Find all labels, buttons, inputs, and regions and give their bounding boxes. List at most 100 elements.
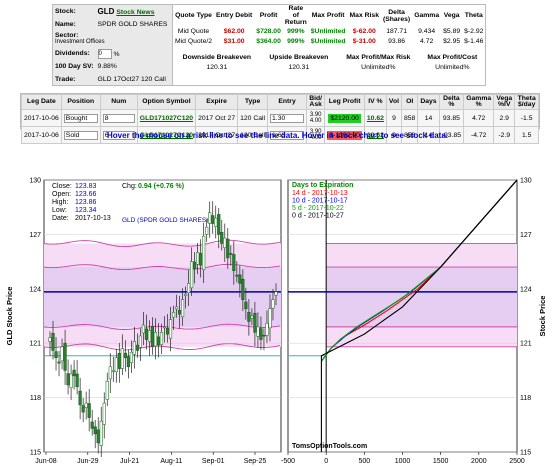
stock-info-panel: Stock: GLD Stock News Name: SPDR GOLD SH…	[52, 4, 174, 86]
dividends-input[interactable]: 0	[97, 48, 112, 59]
candle-body	[238, 274, 242, 284]
quote-cell: 999%	[287, 27, 305, 35]
quote-header: Vega	[443, 12, 460, 19]
leg-iv-link[interactable]: 10.62	[363, 126, 387, 144]
candle	[250, 308, 254, 326]
candle	[226, 228, 230, 269]
quote-cell: $Unlimited	[310, 27, 346, 35]
candle	[69, 364, 73, 401]
candle-body	[72, 369, 76, 377]
candle-body	[105, 380, 109, 400]
candle	[150, 317, 155, 355]
candle-body	[229, 253, 233, 255]
candle	[238, 265, 242, 298]
leg-header: Leg Profit	[324, 94, 365, 110]
candle	[247, 299, 251, 336]
candle-body	[87, 403, 91, 418]
leg-header: IV %	[363, 94, 387, 110]
ohlc-value: 123.34	[75, 207, 97, 214]
candle-body	[220, 231, 224, 244]
leg-theta: -1.5	[514, 109, 539, 127]
leg-entry-input[interactable]: 1.63	[270, 130, 305, 140]
risk-line	[320, 179, 518, 452]
candle-body	[69, 373, 73, 389]
candle	[120, 334, 124, 376]
leg-num-input[interactable]: 6	[102, 130, 135, 140]
candle	[187, 270, 191, 306]
right-y-tick: 115	[520, 450, 531, 457]
candle-body	[244, 301, 248, 310]
candle	[162, 316, 167, 343]
left-y-tick: 115	[30, 450, 41, 457]
change-label: Chg:	[122, 183, 137, 190]
candle-body	[153, 332, 158, 347]
candle-body	[102, 402, 106, 425]
ohlc-value: 123.86	[75, 199, 97, 206]
candle-body	[96, 429, 100, 444]
candle-body	[171, 312, 176, 318]
leg-iv-link[interactable]: 10.62	[363, 109, 387, 127]
legend-entry: 0 d - 2017-10-27	[292, 213, 344, 220]
candle	[105, 372, 109, 407]
candle	[48, 331, 52, 356]
candle	[123, 340, 127, 372]
stock-price-chart[interactable]: 115 118 121 124 127 130 Jun-08 Jun-29 Jul-21 Aug-…	[5, 178, 282, 466]
risk-graph[interactable]: 115 118 121 124 127 130 -500 0 500 1000 1500 2000 25…	[281, 178, 547, 466]
candle-body	[174, 306, 179, 310]
quote-header: Gamma	[414, 12, 440, 19]
leg-position-select[interactable]: Sold	[63, 130, 98, 140]
candle-body	[235, 274, 239, 277]
candle	[274, 283, 278, 306]
candle-body	[208, 212, 212, 224]
quote-cell: $-31.00	[352, 37, 376, 45]
candle	[144, 314, 149, 350]
candle	[196, 243, 200, 275]
breakeven-header: Upside Breakeven	[269, 53, 329, 61]
leg-profit: $-1392.00	[327, 130, 362, 140]
stock-news-link[interactable]: Stock News	[116, 9, 155, 16]
candle	[235, 261, 239, 283]
leg-entry-input[interactable]: 1.30	[270, 113, 305, 123]
leg-delta: 93.85	[438, 109, 465, 127]
leg-profit: $2120.00	[328, 113, 361, 123]
candle	[268, 294, 272, 342]
breakeven-value: 120.31	[206, 63, 228, 71]
candle	[199, 239, 203, 278]
ohlc-value: 2017-10-13	[75, 215, 111, 222]
candle	[141, 312, 146, 346]
candle	[259, 316, 263, 350]
leg-bid: 3.90	[309, 112, 322, 118]
left-x-tick: Sep-25	[244, 458, 267, 465]
legs-panel: Leg Date Position Num Option Symbol Expi…	[20, 93, 540, 144]
leg-type: 120 Call	[237, 126, 269, 144]
right-y-label: Stock Price	[538, 296, 547, 337]
candle-body	[132, 341, 136, 355]
right-y-tick: 127	[520, 232, 532, 239]
candle-body	[168, 319, 173, 339]
leg-row: 2017-10-06 Bought 8 GLD171027C120 2017 O…	[21, 109, 539, 127]
leg-option-symbol[interactable]: GLD171027C120	[136, 126, 197, 144]
candle	[265, 310, 269, 343]
left-x-tick: Jun-29	[77, 458, 99, 465]
leg-num-input[interactable]: 8	[102, 113, 135, 123]
candle	[111, 356, 115, 383]
left-x-tick: Sep-01	[202, 458, 225, 465]
quote-cell: $62.00	[223, 27, 245, 35]
candle-body	[177, 310, 182, 315]
quote-header: Rate of Return	[284, 5, 307, 26]
quote-cell: $-1.46	[464, 37, 484, 45]
candle	[78, 377, 82, 420]
quote-cell: $364.00	[256, 37, 281, 45]
stock-label: Stock:	[55, 8, 76, 15]
dividends-unit: %	[113, 50, 120, 58]
candle	[180, 288, 185, 326]
leg-position-select[interactable]: Bought	[63, 113, 98, 123]
candle-body	[90, 421, 94, 429]
leg-type: 120 Call	[237, 109, 269, 127]
leg-option-symbol[interactable]: GLD171027C120	[136, 109, 197, 127]
left-x-tick: Aug-11	[160, 458, 182, 465]
left-y-label: GLD Stock Price	[5, 287, 14, 346]
candle	[211, 201, 215, 234]
candle-body	[196, 252, 200, 265]
candle-body	[250, 315, 254, 319]
